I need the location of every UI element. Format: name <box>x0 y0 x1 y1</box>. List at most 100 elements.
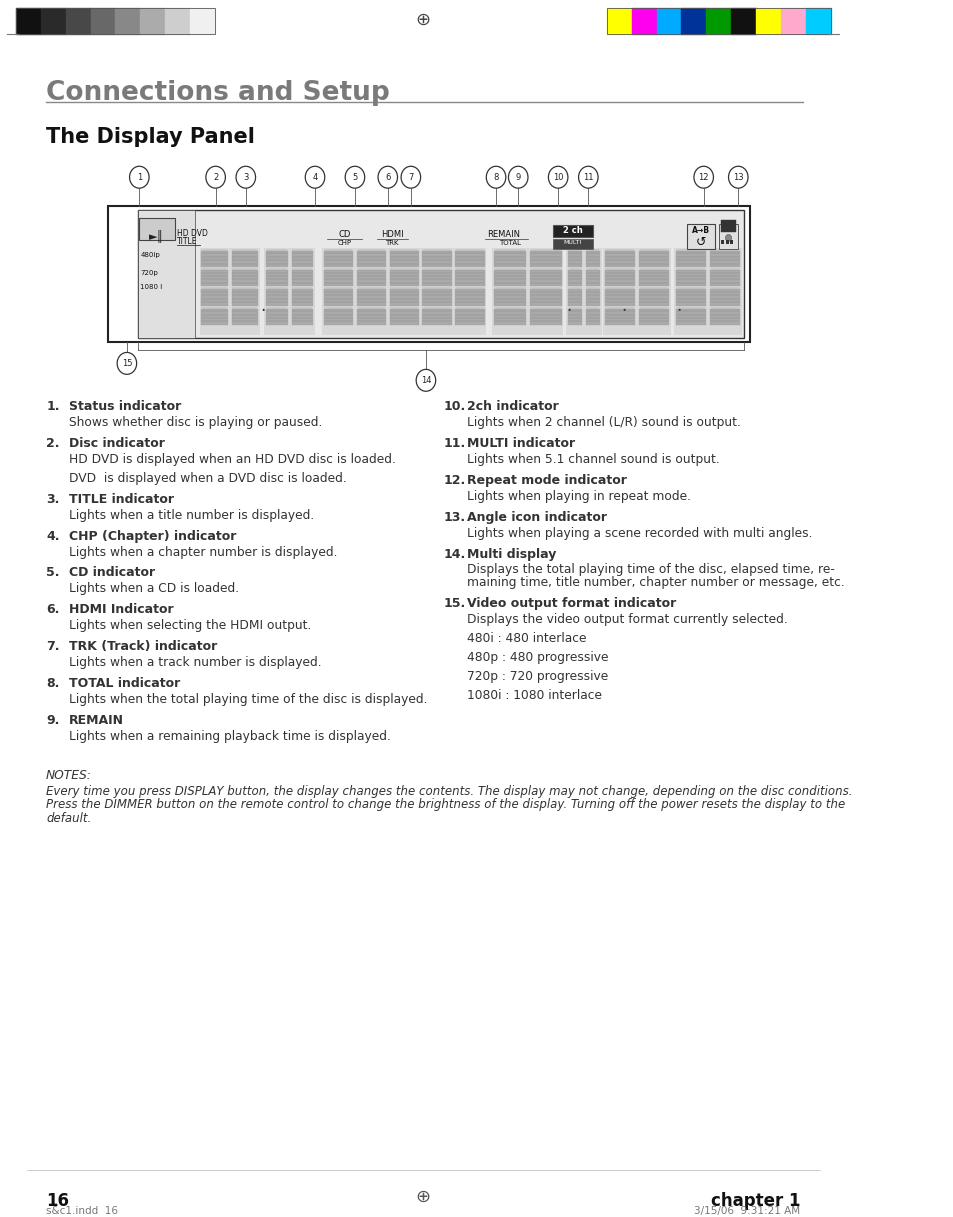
Text: 3/15/06  9:31:21 AM: 3/15/06 9:31:21 AM <box>694 1206 800 1216</box>
Circle shape <box>578 167 598 189</box>
Bar <box>676 270 705 286</box>
Text: Lights when a chapter number is displayed.: Lights when a chapter number is displaye… <box>70 545 337 559</box>
Bar <box>232 251 258 268</box>
Text: 13.: 13. <box>443 511 465 523</box>
Bar <box>356 270 386 286</box>
Bar <box>604 270 635 286</box>
Bar <box>292 309 313 325</box>
Bar <box>91 9 115 34</box>
Bar <box>718 224 738 249</box>
Text: 4.: 4. <box>46 529 60 543</box>
Bar <box>115 9 140 34</box>
Bar <box>232 270 258 286</box>
Circle shape <box>508 167 527 189</box>
Bar <box>292 270 313 286</box>
Text: Press the DIMMER button on the remote control to change the brightness of the di: Press the DIMMER button on the remote co… <box>46 798 844 812</box>
Bar <box>201 290 228 305</box>
Text: NOTES:: NOTES: <box>46 769 91 781</box>
Text: HD DVD is displayed when an HD DVD disc is loaded.: HD DVD is displayed when an HD DVD disc … <box>70 453 395 466</box>
Circle shape <box>206 167 225 189</box>
Text: REMAIN: REMAIN <box>486 230 519 239</box>
Bar <box>139 218 174 240</box>
Text: ⊕: ⊕ <box>416 11 431 29</box>
Bar <box>585 270 599 286</box>
Bar <box>494 251 526 268</box>
Text: 11: 11 <box>582 173 593 181</box>
Bar <box>725 240 728 243</box>
Text: default.: default. <box>46 813 91 825</box>
Bar <box>604 290 635 305</box>
Bar <box>730 240 732 243</box>
Text: 8.: 8. <box>46 677 59 690</box>
Circle shape <box>117 353 136 375</box>
Bar <box>494 290 526 305</box>
Text: Lights when 2 channel (L/R) sound is output.: Lights when 2 channel (L/R) sound is out… <box>466 416 740 430</box>
Text: 2 ch: 2 ch <box>562 226 582 235</box>
Text: 14: 14 <box>420 376 431 385</box>
Bar <box>567 290 581 305</box>
Text: 2: 2 <box>213 173 218 181</box>
Text: REMAIN: REMAIN <box>70 714 124 727</box>
Bar <box>730 226 732 230</box>
Text: Lights when playing in repeat mode.: Lights when playing in repeat mode. <box>466 489 690 503</box>
Bar <box>709 270 740 286</box>
Circle shape <box>728 167 747 189</box>
Bar <box>66 9 91 34</box>
Circle shape <box>416 370 436 391</box>
Text: Status indicator: Status indicator <box>70 400 181 414</box>
Text: 16: 16 <box>46 1191 69 1210</box>
Bar <box>585 251 599 268</box>
Text: 11.: 11. <box>443 437 465 450</box>
Bar <box>140 9 165 34</box>
Text: TITLE indicator: TITLE indicator <box>70 493 174 506</box>
Bar <box>322 248 486 335</box>
Bar <box>674 248 741 335</box>
Text: 1: 1 <box>136 173 142 181</box>
Circle shape <box>486 167 505 189</box>
Bar <box>631 9 656 34</box>
Bar <box>266 309 288 325</box>
Text: 14.: 14. <box>443 548 465 561</box>
Bar <box>324 309 353 325</box>
Circle shape <box>130 167 149 189</box>
Circle shape <box>693 167 713 189</box>
Bar <box>16 9 214 34</box>
Bar <box>389 251 418 268</box>
Bar <box>680 9 705 34</box>
Text: 12: 12 <box>698 173 708 181</box>
Bar <box>137 211 195 338</box>
Bar <box>232 290 258 305</box>
Bar <box>324 270 353 286</box>
Text: 7.: 7. <box>46 640 60 654</box>
Text: .: . <box>620 297 626 315</box>
Text: Connections and Setup: Connections and Setup <box>46 79 390 106</box>
Bar <box>606 9 631 34</box>
Text: 8: 8 <box>493 173 498 181</box>
Bar <box>639 309 668 325</box>
Text: 720p: 720p <box>140 270 158 276</box>
Bar <box>529 290 561 305</box>
Bar <box>389 270 418 286</box>
Bar <box>781 9 805 34</box>
Bar <box>686 224 715 249</box>
Circle shape <box>400 167 420 189</box>
Text: .: . <box>260 297 265 315</box>
Text: HD DVD: HD DVD <box>176 229 207 239</box>
Text: 2.: 2. <box>46 437 60 450</box>
Text: 2ch indicator: 2ch indicator <box>466 400 558 414</box>
Bar <box>422 309 451 325</box>
Text: 13: 13 <box>732 173 742 181</box>
Bar <box>585 309 599 325</box>
Bar <box>266 251 288 268</box>
Bar <box>494 309 526 325</box>
Circle shape <box>724 235 731 241</box>
Bar <box>529 270 561 286</box>
Text: Lights when the total playing time of the disc is displayed.: Lights when the total playing time of th… <box>70 692 427 706</box>
Text: ►║: ►║ <box>150 230 165 243</box>
Bar <box>730 9 755 34</box>
Bar <box>292 251 313 268</box>
Text: The Display Panel: The Display Panel <box>46 128 254 147</box>
Text: 480p : 480 progressive: 480p : 480 progressive <box>466 651 608 664</box>
Text: chapter 1: chapter 1 <box>710 1191 800 1210</box>
Circle shape <box>377 167 397 189</box>
